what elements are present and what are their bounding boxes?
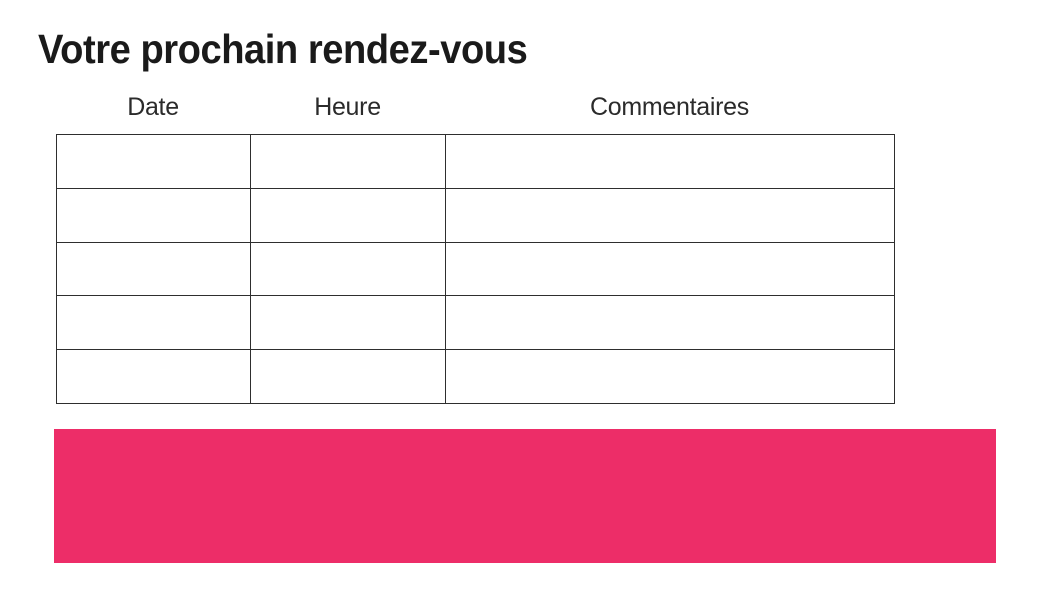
cell-heure: [250, 349, 446, 404]
cell-commentaires: [445, 295, 895, 351]
appointments-table: [56, 134, 895, 404]
cell-commentaires: [445, 134, 895, 189]
cell-commentaires: [445, 349, 895, 404]
table-row: [56, 295, 895, 351]
column-header-commentaires: Commentaires: [590, 93, 749, 121]
cell-heure: [250, 241, 446, 297]
table-column-headers: Date Heure Commentaires: [56, 93, 894, 122]
table-row: [56, 134, 895, 189]
cell-heure: [250, 134, 446, 189]
cell-commentaires: [445, 241, 895, 297]
table-row: [56, 349, 895, 404]
cell-heure: [250, 295, 446, 351]
cell-date: [56, 241, 251, 297]
highlight-bar: [54, 429, 996, 563]
cell-date: [56, 134, 251, 189]
column-header-date: Date: [127, 93, 179, 121]
cell-date: [56, 349, 251, 404]
table-row: [56, 241, 895, 297]
cell-date: [56, 295, 251, 351]
table-row: [56, 187, 895, 243]
cell-commentaires: [445, 187, 895, 243]
cell-heure: [250, 187, 446, 243]
cell-date: [56, 187, 251, 243]
page-title: Votre prochain rendez-vous: [38, 26, 528, 72]
column-header-heure: Heure: [314, 93, 381, 121]
